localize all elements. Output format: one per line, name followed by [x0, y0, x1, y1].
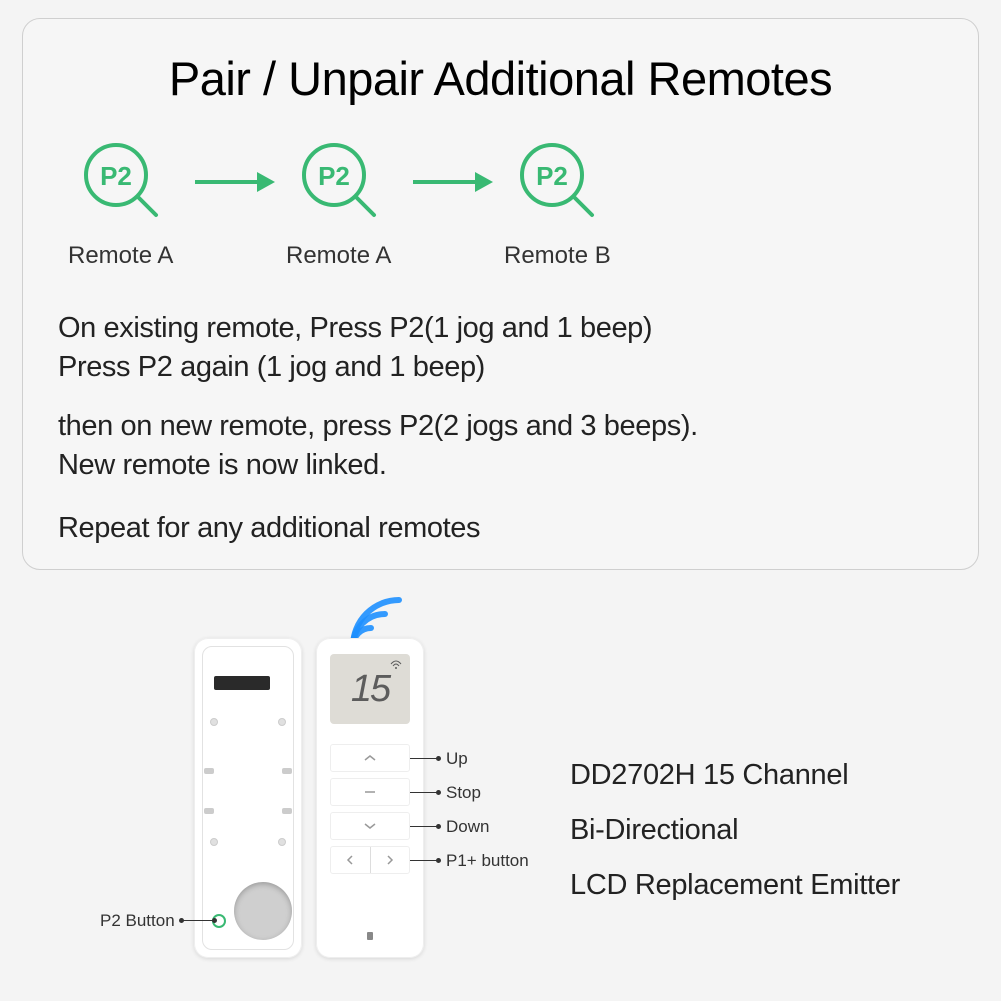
callout-down-label: Down: [446, 817, 489, 837]
callout-p1-label: P1+ button: [446, 851, 529, 871]
chevron-left-icon: [331, 847, 370, 873]
screw-icon: [210, 838, 218, 846]
p2-step-1: P2 Remote A: [78, 137, 166, 225]
product-line: LCD Replacement Emitter: [570, 858, 900, 913]
screw-icon: [278, 838, 286, 846]
indicator-dot-icon: [367, 932, 373, 940]
p2-text: P2: [100, 161, 132, 191]
lcd-display: 15: [330, 654, 410, 724]
arrow-icon: [411, 169, 493, 195]
chevron-right-icon: [370, 847, 409, 873]
callout-line: [410, 792, 440, 793]
product-line: Bi-Directional: [570, 803, 900, 858]
p2-magnify-icon: P2: [78, 137, 166, 225]
lcd-channel-number: 15: [351, 668, 389, 711]
instruction-line: then on new remote, press P2(2 jogs and …: [58, 407, 698, 446]
instruction-line: Press P2 again (1 jog and 1 beep): [58, 348, 652, 387]
p1-plus-button: [330, 846, 410, 874]
notch-icon: [204, 808, 214, 814]
callout-line: [410, 758, 440, 759]
p2-step-label: Remote A: [68, 242, 173, 270]
callout-line: [410, 826, 440, 827]
chevron-up-icon: [363, 754, 377, 762]
instruction-line: Repeat for any additional remotes: [58, 509, 480, 548]
dash-icon: [363, 790, 377, 794]
coin-battery-icon: [234, 882, 292, 940]
callout-line: [410, 860, 440, 861]
instruction-line: New remote is now linked.: [58, 446, 698, 485]
callout-stop-label: Stop: [446, 783, 481, 803]
p2-magnify-icon: P2: [296, 137, 384, 225]
svg-text:P2: P2: [536, 161, 568, 191]
callout-line: [180, 920, 216, 921]
up-button: [330, 744, 410, 772]
remote-back-view: [194, 638, 302, 958]
instruction-panel: Pair / Unpair Additional Remotes P2 Remo…: [22, 18, 979, 570]
p2-step-3: P2 Remote B: [514, 137, 602, 225]
instruction-line: On existing remote, Press P2(1 jog and 1…: [58, 309, 652, 348]
instruction-block-3: Repeat for any additional remotes: [58, 509, 480, 548]
screw-icon: [278, 718, 286, 726]
arrow-icon: [193, 169, 275, 195]
p2-step-label: Remote B: [504, 242, 611, 270]
down-button: [330, 812, 410, 840]
product-line: DD2702H 15 Channel: [570, 748, 900, 803]
p2-step-row: P2 Remote A P2 Remote A: [78, 137, 718, 287]
svg-text:P2: P2: [318, 161, 350, 191]
remote-front-view: 15: [316, 638, 424, 958]
notch-icon: [204, 768, 214, 774]
page-title: Pair / Unpair Additional Remotes: [23, 51, 978, 106]
stop-button: [330, 778, 410, 806]
callout-p2-label: P2 Button: [100, 911, 175, 931]
product-illustration: 15 Up Stop Down P1+ button P2 Button: [0, 592, 1001, 1001]
notch-icon: [282, 808, 292, 814]
pcb-chip-icon: [214, 676, 270, 690]
instruction-block-1: On existing remote, Press P2(1 jog and 1…: [58, 309, 652, 387]
product-description: DD2702H 15 Channel Bi-Directional LCD Re…: [570, 748, 900, 913]
lcd-wifi-icon: [390, 660, 402, 673]
p2-step-label: Remote A: [286, 242, 391, 270]
p2-step-2: P2 Remote A: [296, 137, 384, 225]
notch-icon: [282, 768, 292, 774]
screw-icon: [210, 718, 218, 726]
instruction-block-2: then on new remote, press P2(2 jogs and …: [58, 407, 698, 485]
p2-magnify-icon: P2: [514, 137, 602, 225]
chevron-down-icon: [363, 822, 377, 830]
callout-up-label: Up: [446, 749, 468, 769]
